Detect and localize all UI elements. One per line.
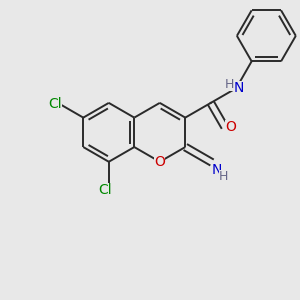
Text: H: H [225,78,234,91]
Text: Cl: Cl [48,97,62,111]
Text: O: O [154,155,165,169]
Text: O: O [225,120,236,134]
Text: Cl: Cl [98,183,112,197]
Text: N: N [234,81,244,95]
Text: H: H [219,170,229,183]
Text: N: N [212,164,222,177]
